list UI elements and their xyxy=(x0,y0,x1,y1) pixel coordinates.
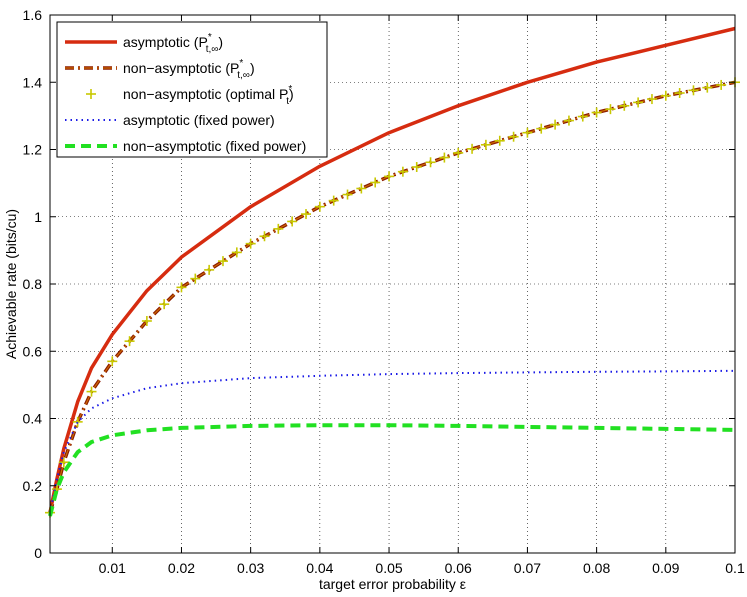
x-tick-label: 0.07 xyxy=(514,560,541,576)
y-tick-label: 0 xyxy=(34,545,42,561)
data-point-marker xyxy=(439,152,450,163)
data-point-marker xyxy=(688,85,699,96)
legend-entry: non−asymptotic (fixed power) xyxy=(65,138,306,154)
data-point-marker xyxy=(536,123,547,134)
data-point-marker xyxy=(619,100,630,111)
legend-box xyxy=(56,21,328,158)
legend-entry: asymptotic (fixed power) xyxy=(65,112,275,128)
data-point-marker xyxy=(301,209,312,220)
data-point-marker xyxy=(522,127,533,138)
y-tick-label: 1 xyxy=(34,209,42,225)
x-tick-label: 0.09 xyxy=(652,560,679,576)
data-point-marker xyxy=(245,238,256,249)
y-tick-label: 0.6 xyxy=(23,343,43,359)
y-axis-ticks: 0 0.2 0.4 0.6 0.8 1 1.2 1.4 1.6 xyxy=(23,7,735,561)
data-point-marker xyxy=(314,201,325,212)
legend: asymptotic (P* t,∞) non−asymptotic (P* t,∞)… xyxy=(56,21,328,158)
y-axis-label: Achievable rate (bits/cu) xyxy=(3,209,19,359)
legend-entry: non−asymptotic (optimal P* t) xyxy=(86,84,294,107)
legend-label: non−asymptotic (P* t,∞) xyxy=(123,58,255,81)
y-tick-label: 0.8 xyxy=(23,276,43,292)
series-line xyxy=(49,369,736,513)
data-point-marker xyxy=(605,104,616,115)
x-tick-label: 0.06 xyxy=(445,560,472,576)
data-point-marker xyxy=(508,131,519,142)
data-point-marker xyxy=(370,177,381,188)
series-line-accent xyxy=(49,81,736,513)
data-point-marker xyxy=(384,171,395,182)
y-tick-label: 0.4 xyxy=(23,411,43,427)
data-point-marker xyxy=(107,356,118,367)
data-point-marker xyxy=(563,115,574,126)
legend-label: asymptotic (fixed power) xyxy=(123,112,275,128)
data-point-marker xyxy=(494,135,505,146)
data-point-marker xyxy=(591,107,602,118)
series-line xyxy=(48,423,736,517)
y-tick-label: 0.2 xyxy=(23,478,43,494)
x-axis-ticks: 0.01 0.02 0.03 0.04 0.05 0.06 0.07 0.08 0.09 0.1 xyxy=(99,15,745,576)
series-3 xyxy=(49,369,736,513)
legend-label: non−asymptotic (optimal P* t) xyxy=(123,84,294,107)
data-point-marker xyxy=(411,161,422,172)
data-point-marker xyxy=(480,139,491,150)
data-point-marker xyxy=(190,273,201,284)
x-tick-label: 0.05 xyxy=(375,560,402,576)
series-4 xyxy=(48,423,736,517)
data-point-marker xyxy=(702,82,713,93)
legend-marker xyxy=(86,89,96,99)
data-point-marker xyxy=(231,247,242,258)
x-tick-label: 0.04 xyxy=(306,560,333,576)
data-point-marker xyxy=(273,223,284,234)
data-point-marker xyxy=(328,195,339,206)
data-point-marker xyxy=(204,264,215,275)
data-point-marker xyxy=(716,79,727,90)
data-point-marker xyxy=(86,386,97,397)
x-tick-label: 0.03 xyxy=(237,560,264,576)
series-0 xyxy=(48,26,736,513)
data-point-marker xyxy=(58,457,69,468)
data-point-marker xyxy=(425,157,436,168)
x-axis-label: target error probability ε xyxy=(319,576,466,592)
data-point-marker xyxy=(342,189,353,200)
data-point-marker xyxy=(72,416,83,427)
data-point-marker xyxy=(453,147,464,158)
data-point-marker xyxy=(287,216,298,227)
data-point-marker xyxy=(467,143,478,154)
x-tick-label: 0.08 xyxy=(583,560,610,576)
data-point-marker xyxy=(259,231,270,242)
data-point-marker xyxy=(577,111,588,122)
x-tick-label: 0.1 xyxy=(725,560,745,576)
data-point-marker xyxy=(397,166,408,177)
data-point-marker xyxy=(124,336,135,347)
data-point-marker xyxy=(356,183,367,194)
y-tick-label: 1.2 xyxy=(23,142,43,158)
x-tick-label: 0.02 xyxy=(168,560,195,576)
y-tick-label: 1.6 xyxy=(23,7,43,23)
legend-entry: asymptotic (P* t,∞) xyxy=(65,32,223,55)
data-point-marker xyxy=(176,282,187,293)
legend-label: non−asymptotic (fixed power) xyxy=(123,138,306,154)
data-point-marker xyxy=(141,315,152,326)
data-point-marker xyxy=(217,256,228,267)
series-1 xyxy=(48,80,736,514)
data-point-marker xyxy=(660,90,671,101)
y-tick-label: 1.4 xyxy=(23,74,43,90)
legend-label: asymptotic (P* t,∞) xyxy=(123,32,223,55)
legend-entry: non−asymptotic (P* t,∞) xyxy=(65,58,255,81)
data-point-marker xyxy=(646,94,657,105)
series-line xyxy=(48,26,736,513)
x-tick-label: 0.01 xyxy=(99,560,126,576)
grid xyxy=(50,15,736,553)
data-point-marker xyxy=(159,299,170,310)
data-point-marker xyxy=(674,88,685,99)
data-point-marker xyxy=(550,119,561,130)
data-point-marker xyxy=(633,97,644,108)
